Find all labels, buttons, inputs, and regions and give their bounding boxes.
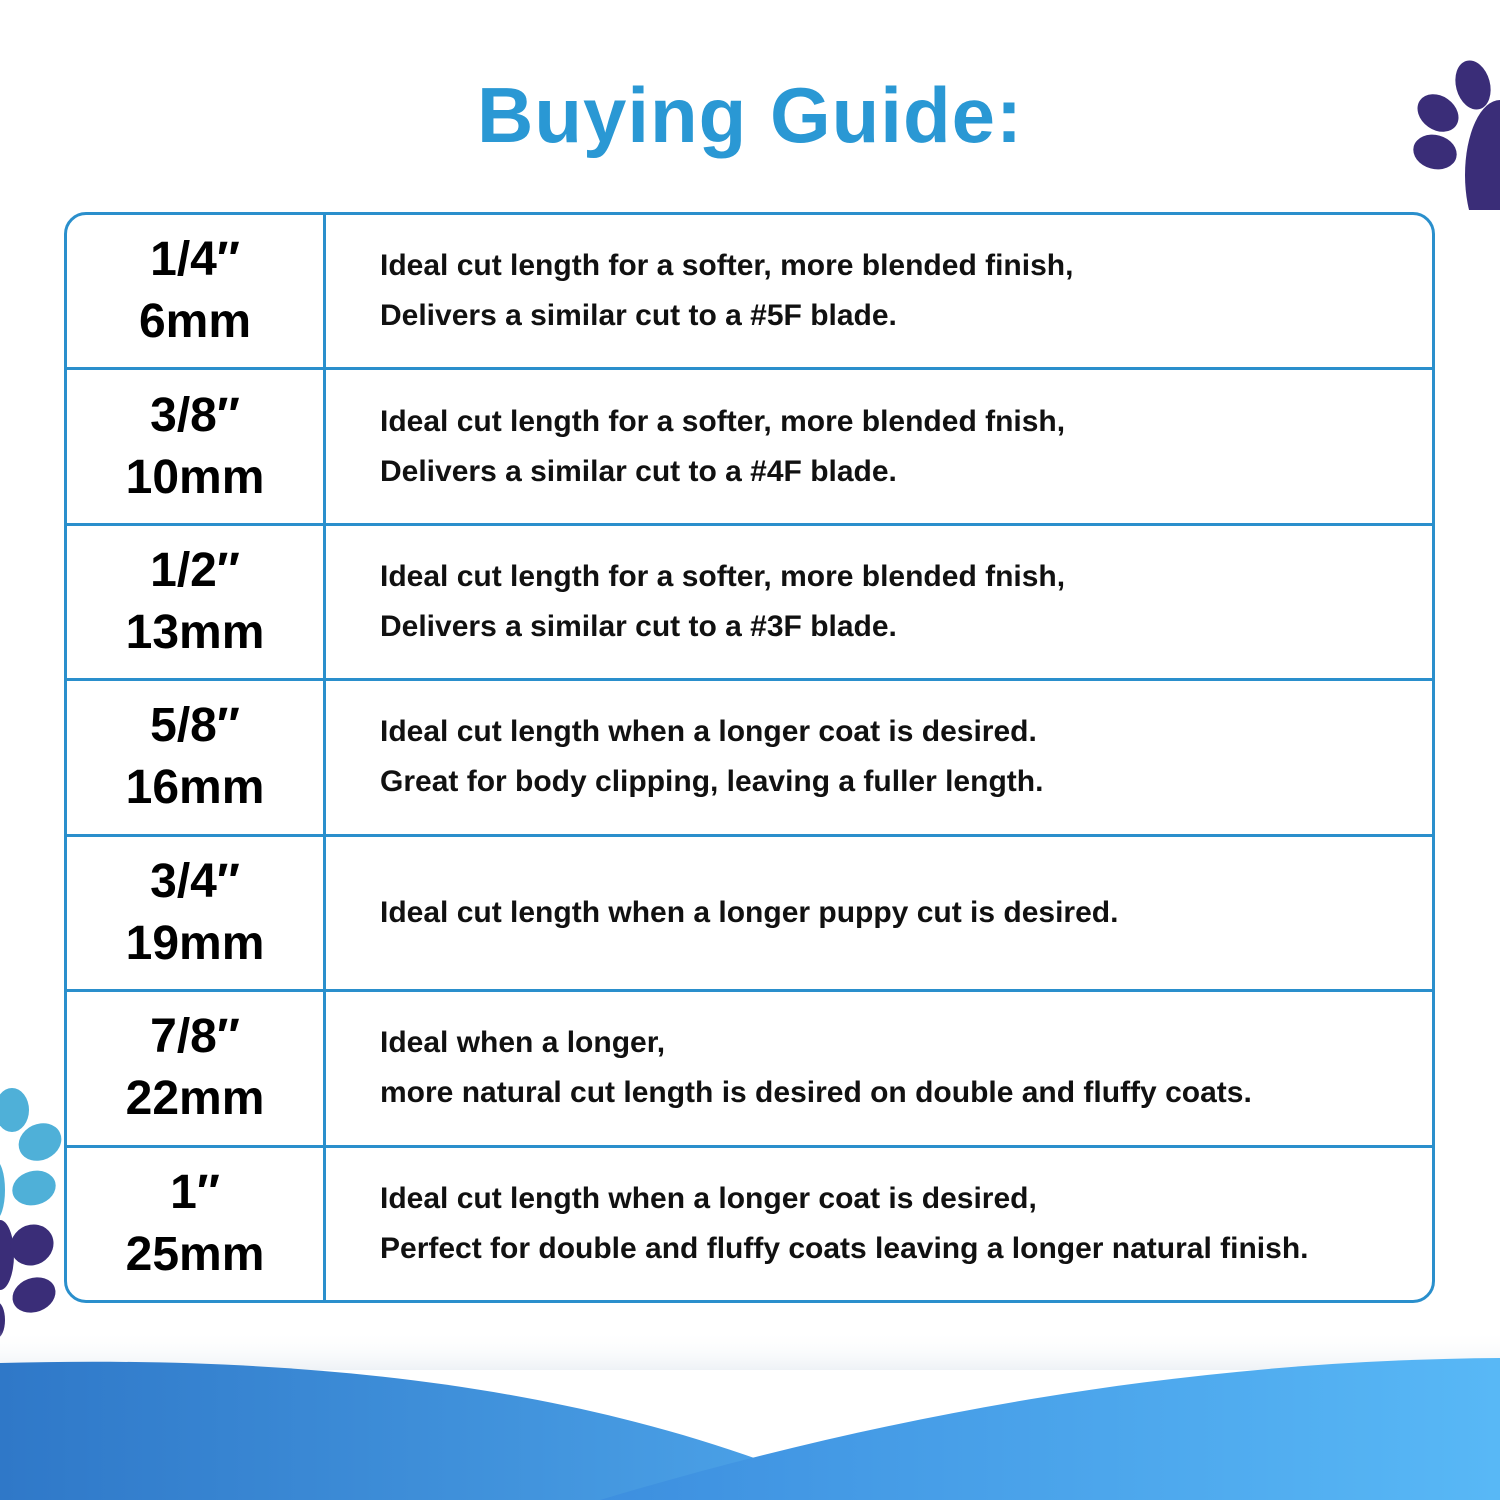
size-inch: 5/8″ — [150, 699, 240, 753]
size-inch: 3/8″ — [150, 388, 240, 442]
description-line: Ideal cut length for a softer, more blen… — [380, 249, 1074, 283]
description-cell: Ideal cut length for a softer, more blen… — [326, 370, 1432, 522]
size-cell: 1/4″ 6mm — [67, 215, 326, 368]
description-line: Ideal cut length for a softer, more blen… — [380, 404, 1066, 438]
buying-guide-table: 1/4″ 6mm Ideal cut length for a softer, mo… — [64, 212, 1435, 1303]
size-mm: 16mm — [125, 761, 265, 815]
size-cell: 3/4″ 19mm — [67, 836, 326, 990]
description-line: Ideal cut length for a softer, more blen… — [380, 560, 1066, 594]
description-line: Ideal cut length when a longer coat is d… — [380, 715, 1037, 749]
paw-print-icon — [0, 1088, 62, 1337]
table-row: 1/2″ 13mm Ideal cut length for a softer, m… — [67, 522, 1432, 679]
description-line: Delivers a similar cut to a #4F blade. — [380, 454, 897, 488]
description-line: Delivers a similar cut to a #5F blade. — [380, 299, 897, 333]
size-mm: 25mm — [125, 1227, 265, 1281]
page-title: Buying Guide: — [477, 71, 1023, 159]
table-row: 3/4″ 19mm Ideal cut length when a longer p… — [67, 833, 1432, 990]
description-cell: Ideal cut length for a softer, more blen… — [326, 526, 1432, 678]
table-row: 7/8″ 22mm Ideal when a longer, more natural… — [67, 989, 1432, 1145]
table-row: 1″ 25mm Ideal cut length when a longer coa… — [67, 1144, 1432, 1300]
paw-print-icon — [1413, 60, 1500, 210]
description-cell: Ideal cut length when a longer coat is d… — [326, 1148, 1432, 1300]
size-mm: 22mm — [125, 1072, 265, 1126]
description-line: Ideal when a longer, — [380, 1026, 666, 1060]
size-mm: 13mm — [125, 606, 265, 660]
size-mm: 10mm — [125, 450, 265, 504]
description-cell: Ideal cut length when a longer puppy cut… — [326, 837, 1432, 989]
size-inch: 1″ — [170, 1165, 220, 1219]
description-cell: Ideal when a longer, more natural cut len… — [326, 992, 1432, 1144]
size-inch: 3/4″ — [150, 854, 240, 908]
decorative-wave — [0, 1330, 1500, 1500]
table-row: 5/8″ 16mm Ideal cut length when a longer c… — [67, 678, 1432, 834]
size-cell: 1″ 25mm — [67, 1147, 326, 1300]
description-line: Ideal cut length when a longer coat is d… — [380, 1181, 1037, 1215]
table-row: 1/4″ 6mm Ideal cut length for a softer, mo… — [67, 215, 1432, 368]
description-line: Great for body clipping, leaving a fulle… — [380, 765, 1044, 799]
description-line: Ideal cut length when a longer puppy cut… — [380, 895, 1119, 929]
size-mm: 6mm — [138, 295, 252, 349]
size-cell: 7/8″ 22mm — [67, 992, 326, 1145]
size-cell: 5/8″ 16mm — [67, 681, 326, 834]
description-line: Delivers a similar cut to a #3F blade. — [380, 610, 897, 644]
size-cell: 3/8″ 10mm — [67, 370, 326, 523]
description-line: more natural cut length is desired on do… — [380, 1076, 1252, 1110]
description-line: Perfect for double and fluffy coats leav… — [380, 1231, 1309, 1265]
size-cell: 1/2″ 13mm — [67, 525, 326, 679]
table-row: 3/8″ 10mm Ideal cut length for a softer, m… — [67, 367, 1432, 523]
size-inch: 1/4″ — [150, 233, 240, 287]
size-inch: 7/8″ — [150, 1010, 240, 1064]
size-inch: 1/2″ — [150, 544, 240, 598]
description-cell: Ideal cut length for a softer, more blen… — [326, 215, 1432, 367]
description-cell: Ideal cut length when a longer coat is d… — [326, 681, 1432, 833]
size-mm: 19mm — [125, 916, 265, 970]
